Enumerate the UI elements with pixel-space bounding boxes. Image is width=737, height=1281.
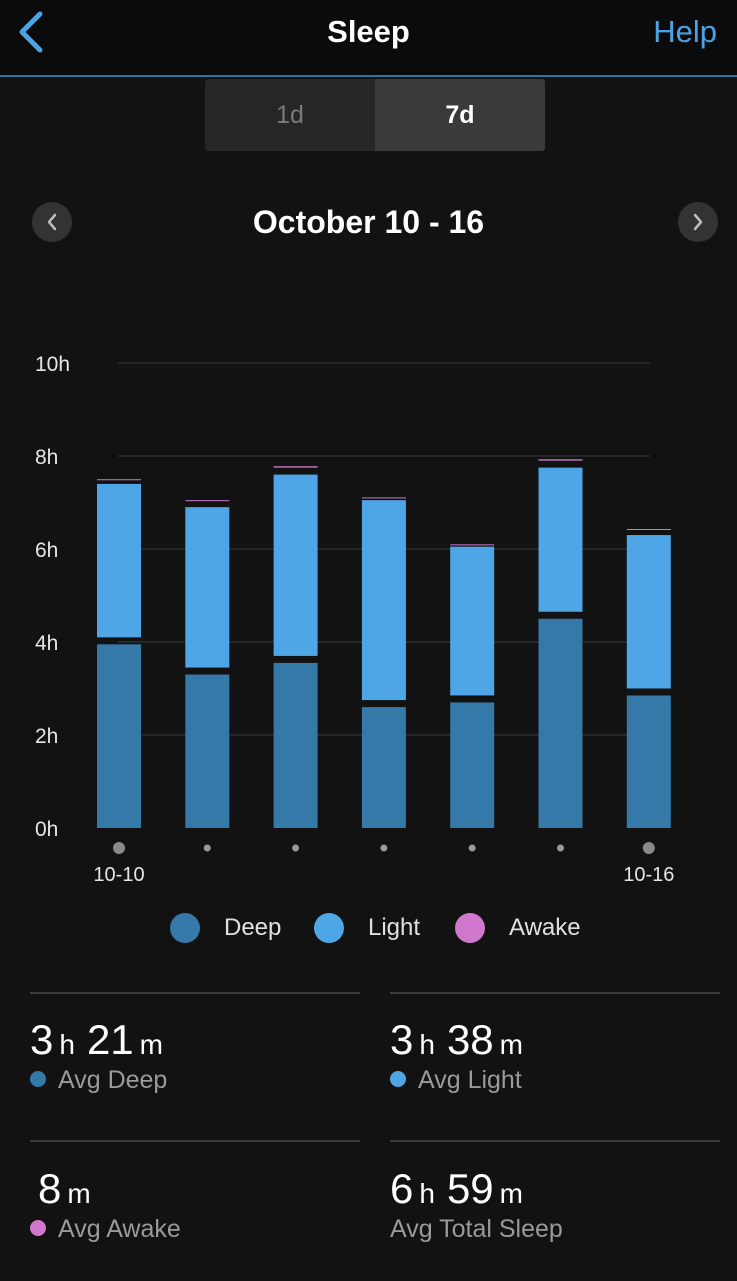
bar-segment-light [361,500,406,701]
bar-segment-awake [626,529,671,531]
bar-segment-awake [185,500,230,502]
deep-color-dot [30,1071,46,1087]
x-tick-dot [380,844,388,852]
chevron-right-icon [693,213,703,231]
stat-value: 6 h 59 m [390,1165,523,1212]
bar-segment-light [185,507,230,668]
bar-segment-deep [361,707,406,828]
stat-label: Avg Total Sleep [390,1215,563,1243]
stat-avg-total-sleep: 6 h 59 m Avg Total Sleep [390,1165,563,1244]
divider [30,1140,360,1142]
stat-label: Avg Awake [30,1215,181,1244]
y-tick-label: 4h [35,632,58,655]
y-tick-label: 2h [35,725,58,748]
x-tick-dot [203,844,211,852]
stat-avg-deep: 3 h 21 m Avg Deep [30,1016,175,1095]
x-tick-dot [468,844,476,852]
y-tick-label: 10h [35,353,70,376]
divider [390,1140,720,1142]
bar-segment-light [450,546,495,696]
stat-value: 3 h 38 m [390,1016,523,1063]
bar-segment-deep [626,695,671,828]
bar-segment-deep [538,618,583,828]
tab-7d[interactable]: 7d [375,79,545,151]
x-tick-dot [292,844,300,852]
deep-color-dot [170,913,200,943]
divider [390,992,720,994]
bar-segment-light [626,535,671,689]
divider [30,992,360,994]
sleep-stacked-bar-chart: 0h 2h 4h 6h 8h 10h 10-10 10-16 [35,353,674,886]
stat-value: 3 h 21 m [30,1016,163,1063]
y-tick-label: 0h [35,818,58,841]
x-tick-dot [557,844,564,852]
stat-avg-light: 3 h 38 m Avg Light [390,1016,535,1095]
back-button[interactable] [10,8,54,56]
y-tick-label: 6h [35,539,58,562]
bar-segment-deep [97,644,141,828]
top-bar: Sleep Help [0,0,737,77]
x-tick-dot [642,842,655,854]
bar-segment-awake [97,479,141,481]
bar-segment-awake [273,466,318,468]
legend-label-deep: Deep [224,914,282,941]
bar-segment-light [538,467,583,612]
bar-segment-light [97,483,141,638]
awake-color-dot [455,913,485,943]
bar-segment-deep [450,702,495,828]
previous-week-button[interactable] [32,202,72,242]
awake-color-dot [30,1220,46,1236]
bar-segment-awake [538,459,583,461]
bar-segment-awake [361,497,406,499]
x-tick-label: 10-10 [93,864,144,886]
help-link[interactable]: Help [653,14,717,49]
chevron-left-icon [47,213,57,231]
legend-label-awake: Awake [509,914,581,941]
y-tick-label: 8h [35,446,58,469]
stat-label: Avg Deep [30,1066,175,1095]
legend-label-light: Light [368,914,421,941]
x-tick-label: 10-16 [623,864,674,886]
bar-segment-deep [273,662,318,828]
stat-label: Avg Light [390,1066,535,1095]
chart-legend: Deep Light Awake [0,905,737,951]
light-color-dot [314,913,344,943]
page-title: Sleep [327,14,410,49]
bar-segment-deep [185,674,230,828]
bar-segment-awake [450,544,495,546]
period-segmented-control: 1d 7d [205,79,545,151]
next-week-button[interactable] [678,202,718,242]
tab-1d[interactable]: 1d [276,101,304,129]
light-color-dot [390,1071,406,1087]
bar-segment-light [273,474,318,656]
x-tick-dot [113,842,125,854]
date-range-title: October 10 - 16 [252,204,485,240]
chevron-left-icon [19,11,43,53]
